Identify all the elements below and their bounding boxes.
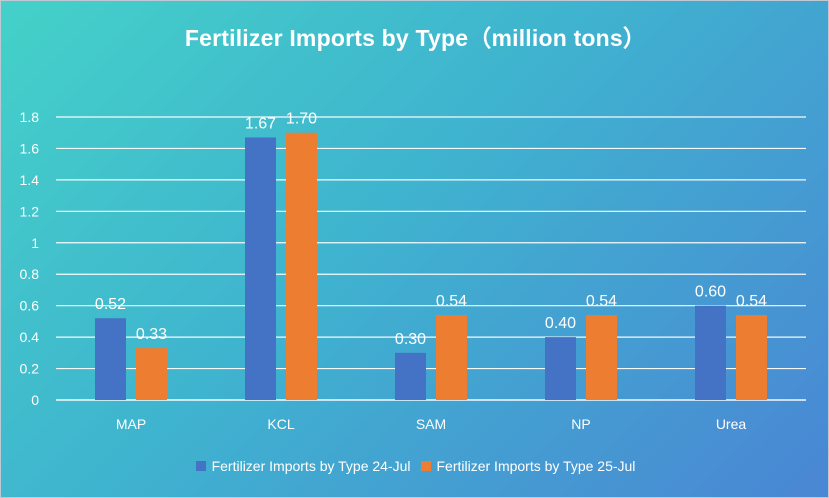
legend: Fertilizer Imports by Type 24-Jul Fertil… xyxy=(1,458,828,474)
y-tick-label: 0.2 xyxy=(20,361,40,377)
legend-item-25-jul: Fertilizer Imports by Type 25-Jul xyxy=(420,458,636,474)
y-tick-label: 1.8 xyxy=(20,109,40,125)
y-tick-label: 1 xyxy=(31,235,39,251)
bar-25-jul xyxy=(736,315,767,400)
legend-item-24-jul: Fertilizer Imports by Type 24-Jul xyxy=(195,458,411,474)
legend-label-24-jul: Fertilizer Imports by Type 24-Jul xyxy=(211,458,411,474)
bar-24-jul xyxy=(95,318,126,400)
bar-24-jul xyxy=(245,137,276,400)
x-tick-label: Urea xyxy=(716,416,747,432)
bar-25-jul xyxy=(586,315,617,400)
data-label: 1.70 xyxy=(286,111,317,128)
x-tick-label: NP xyxy=(571,416,590,432)
y-tick-label: 0.4 xyxy=(20,329,40,345)
legend-swatch-25-jul xyxy=(420,461,431,471)
data-label: 0.30 xyxy=(395,331,426,348)
y-tick-label: 1.6 xyxy=(20,140,40,156)
y-tick-label: 0.6 xyxy=(20,298,40,314)
data-label: 0.54 xyxy=(736,293,767,310)
y-tick-label: 0.8 xyxy=(20,266,40,282)
legend-swatch-24-jul xyxy=(195,461,206,471)
data-label: 0.33 xyxy=(136,326,167,343)
data-label: 0.40 xyxy=(545,315,576,332)
x-tick-label: SAM xyxy=(416,416,446,432)
data-label: 0.60 xyxy=(695,284,726,301)
y-tick-label: 1.4 xyxy=(20,172,40,188)
data-label: 0.54 xyxy=(586,293,617,310)
bar-24-jul xyxy=(695,305,726,400)
x-tick-label: MAP xyxy=(116,416,146,432)
data-label: 1.67 xyxy=(245,115,276,132)
bar-25-jul xyxy=(136,348,167,400)
x-tick-label: KCL xyxy=(267,416,294,432)
bar-24-jul xyxy=(545,337,576,400)
bar-25-jul xyxy=(436,315,467,400)
chart-title: Fertilizer Imports by Type（million tons） xyxy=(184,25,647,51)
bar-24-jul xyxy=(395,352,426,400)
y-tick-label: 0 xyxy=(31,392,39,408)
data-label: 0.52 xyxy=(95,296,126,313)
bar-25-jul xyxy=(286,132,317,400)
y-tick-label: 1.2 xyxy=(20,203,40,219)
legend-label-25-jul: Fertilizer Imports by Type 25-Jul xyxy=(436,458,636,474)
data-label: 0.54 xyxy=(436,293,467,310)
